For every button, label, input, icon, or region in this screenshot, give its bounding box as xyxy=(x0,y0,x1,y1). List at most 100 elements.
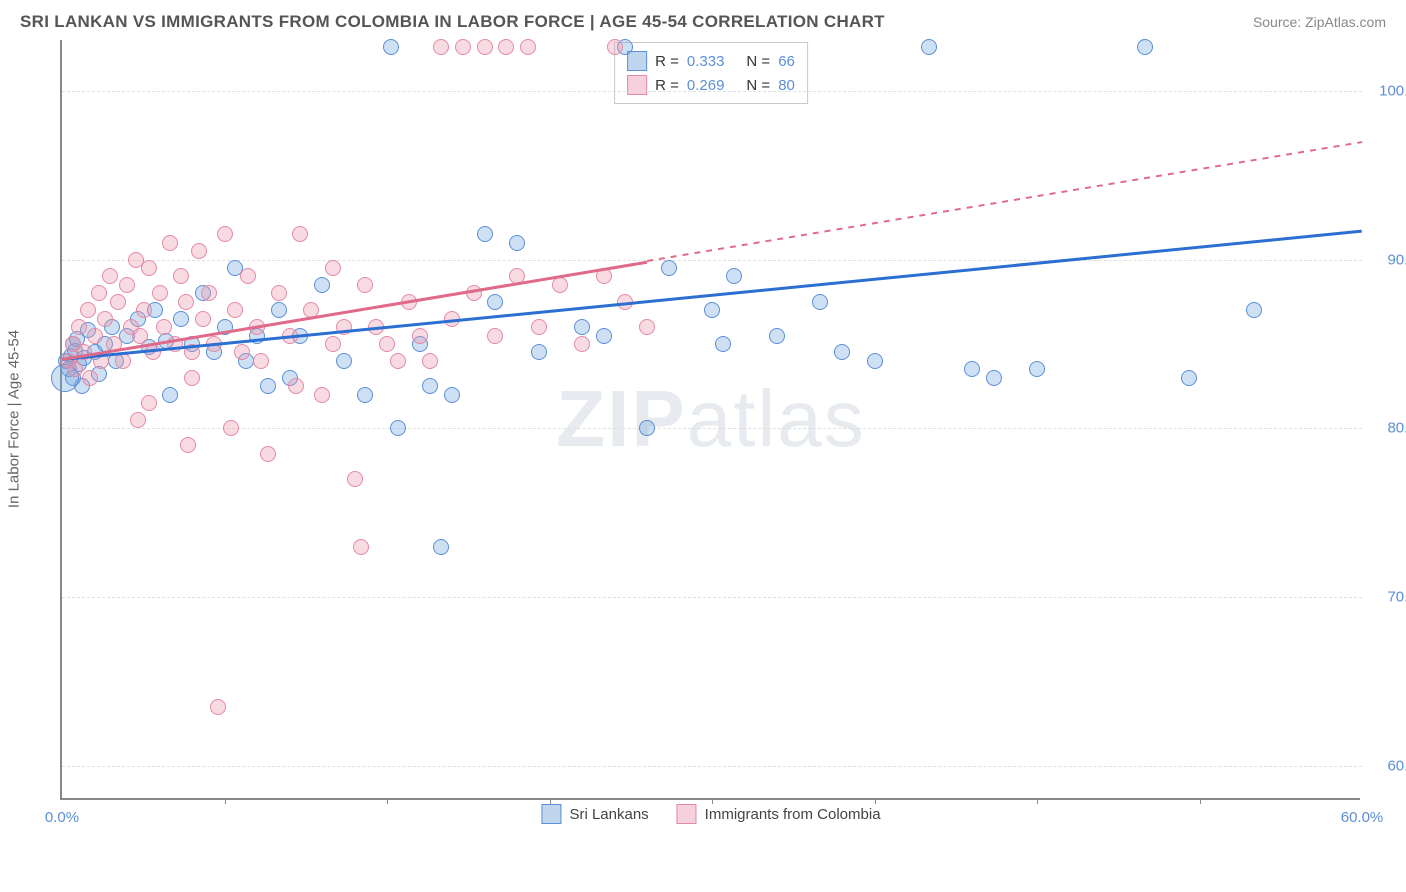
legend-bottom-label-1: Sri Lankans xyxy=(569,806,648,823)
scatter-point xyxy=(271,285,287,301)
plot-wrap: ZIPatlas In Labor Force | Age 45-54 R = … xyxy=(60,40,1386,830)
legend-bottom-label-2: Immigrants from Colombia xyxy=(705,806,881,823)
scatter-point xyxy=(145,344,161,360)
watermark: ZIPatlas xyxy=(556,373,865,465)
scatter-point xyxy=(210,699,226,715)
gridline-h xyxy=(62,766,1362,767)
scatter-point xyxy=(195,311,211,327)
source-attribution: Source: ZipAtlas.com xyxy=(1253,14,1386,30)
scatter-point xyxy=(379,336,395,352)
plot-area: ZIPatlas In Labor Force | Age 45-54 R = … xyxy=(60,40,1360,800)
scatter-point xyxy=(336,353,352,369)
legend-item-2: Immigrants from Colombia xyxy=(677,804,881,824)
scatter-point xyxy=(834,344,850,360)
watermark-zip: ZIP xyxy=(556,374,686,463)
legend-r-value-1: 0.333 xyxy=(687,53,725,70)
legend-n-label-1: N = xyxy=(746,53,770,70)
scatter-point xyxy=(115,353,131,369)
scatter-point xyxy=(596,328,612,344)
legend-bottom-swatch-1 xyxy=(541,804,561,824)
trendline-extrapolated xyxy=(647,141,1362,262)
scatter-point xyxy=(271,302,287,318)
scatter-point xyxy=(433,539,449,555)
title-bar: SRI LANKAN VS IMMIGRANTS FROM COLOMBIA I… xyxy=(0,0,1406,40)
legend-swatch-1 xyxy=(627,51,647,71)
scatter-point xyxy=(191,243,207,259)
legend-item-1: Sri Lankans xyxy=(541,804,648,824)
scatter-point xyxy=(531,344,547,360)
scatter-point xyxy=(325,260,341,276)
scatter-point xyxy=(314,387,330,403)
scatter-point xyxy=(110,294,126,310)
x-tick-mark xyxy=(875,798,876,804)
scatter-point xyxy=(520,39,536,55)
x-tick-mark xyxy=(1200,798,1201,804)
scatter-point xyxy=(812,294,828,310)
x-tick-label: 60.0% xyxy=(1341,809,1384,826)
scatter-point xyxy=(921,39,937,55)
gridline-h xyxy=(62,260,1362,261)
scatter-point xyxy=(964,361,980,377)
scatter-point xyxy=(130,412,146,428)
y-axis-label: In Labor Force | Age 45-54 xyxy=(6,330,23,508)
scatter-point xyxy=(867,353,883,369)
scatter-point xyxy=(292,226,308,242)
scatter-point xyxy=(433,39,449,55)
legend-correlation: R = 0.333 N = 66 R = 0.269 N = 80 xyxy=(614,42,808,104)
legend-r-label-1: R = xyxy=(655,53,679,70)
watermark-atlas: atlas xyxy=(687,374,866,463)
scatter-point xyxy=(1246,302,1262,318)
scatter-point xyxy=(141,395,157,411)
x-tick-label: 0.0% xyxy=(45,809,79,826)
scatter-point xyxy=(325,336,341,352)
y-tick-label: 100.0% xyxy=(1370,82,1406,99)
scatter-point xyxy=(412,328,428,344)
y-tick-label: 70.0% xyxy=(1370,589,1406,606)
scatter-point xyxy=(97,311,113,327)
scatter-point xyxy=(487,328,503,344)
scatter-point xyxy=(498,39,514,55)
scatter-point xyxy=(217,226,233,242)
scatter-point xyxy=(769,328,785,344)
scatter-point xyxy=(444,387,460,403)
legend-row-series-2: R = 0.269 N = 80 xyxy=(627,73,795,97)
scatter-point xyxy=(357,277,373,293)
scatter-point xyxy=(201,285,217,301)
scatter-point xyxy=(639,319,655,335)
scatter-point xyxy=(353,539,369,555)
scatter-point xyxy=(390,353,406,369)
scatter-point xyxy=(726,268,742,284)
scatter-point xyxy=(422,378,438,394)
y-tick-label: 80.0% xyxy=(1370,420,1406,437)
scatter-point xyxy=(67,361,83,377)
scatter-point xyxy=(71,319,87,335)
chart-title: SRI LANKAN VS IMMIGRANTS FROM COLOMBIA I… xyxy=(20,12,885,32)
scatter-point xyxy=(422,353,438,369)
x-tick-mark xyxy=(712,798,713,804)
scatter-point xyxy=(347,471,363,487)
scatter-point xyxy=(314,277,330,293)
legend-swatch-2 xyxy=(627,75,647,95)
scatter-point xyxy=(639,420,655,436)
scatter-point xyxy=(180,437,196,453)
scatter-point xyxy=(240,268,256,284)
scatter-point xyxy=(383,39,399,55)
scatter-point xyxy=(141,260,157,276)
scatter-point xyxy=(986,370,1002,386)
scatter-point xyxy=(80,302,96,318)
x-tick-mark xyxy=(550,798,551,804)
scatter-point xyxy=(223,420,239,436)
legend-n-value-1: 66 xyxy=(778,53,795,70)
scatter-point xyxy=(390,420,406,436)
scatter-point xyxy=(607,39,623,55)
scatter-point xyxy=(178,294,194,310)
scatter-point xyxy=(661,260,677,276)
scatter-point xyxy=(260,446,276,462)
scatter-point xyxy=(253,353,269,369)
scatter-point xyxy=(288,378,304,394)
scatter-point xyxy=(574,319,590,335)
legend-series: Sri Lankans Immigrants from Colombia xyxy=(541,804,880,824)
scatter-point xyxy=(715,336,731,352)
legend-bottom-swatch-2 xyxy=(677,804,697,824)
scatter-point xyxy=(173,268,189,284)
